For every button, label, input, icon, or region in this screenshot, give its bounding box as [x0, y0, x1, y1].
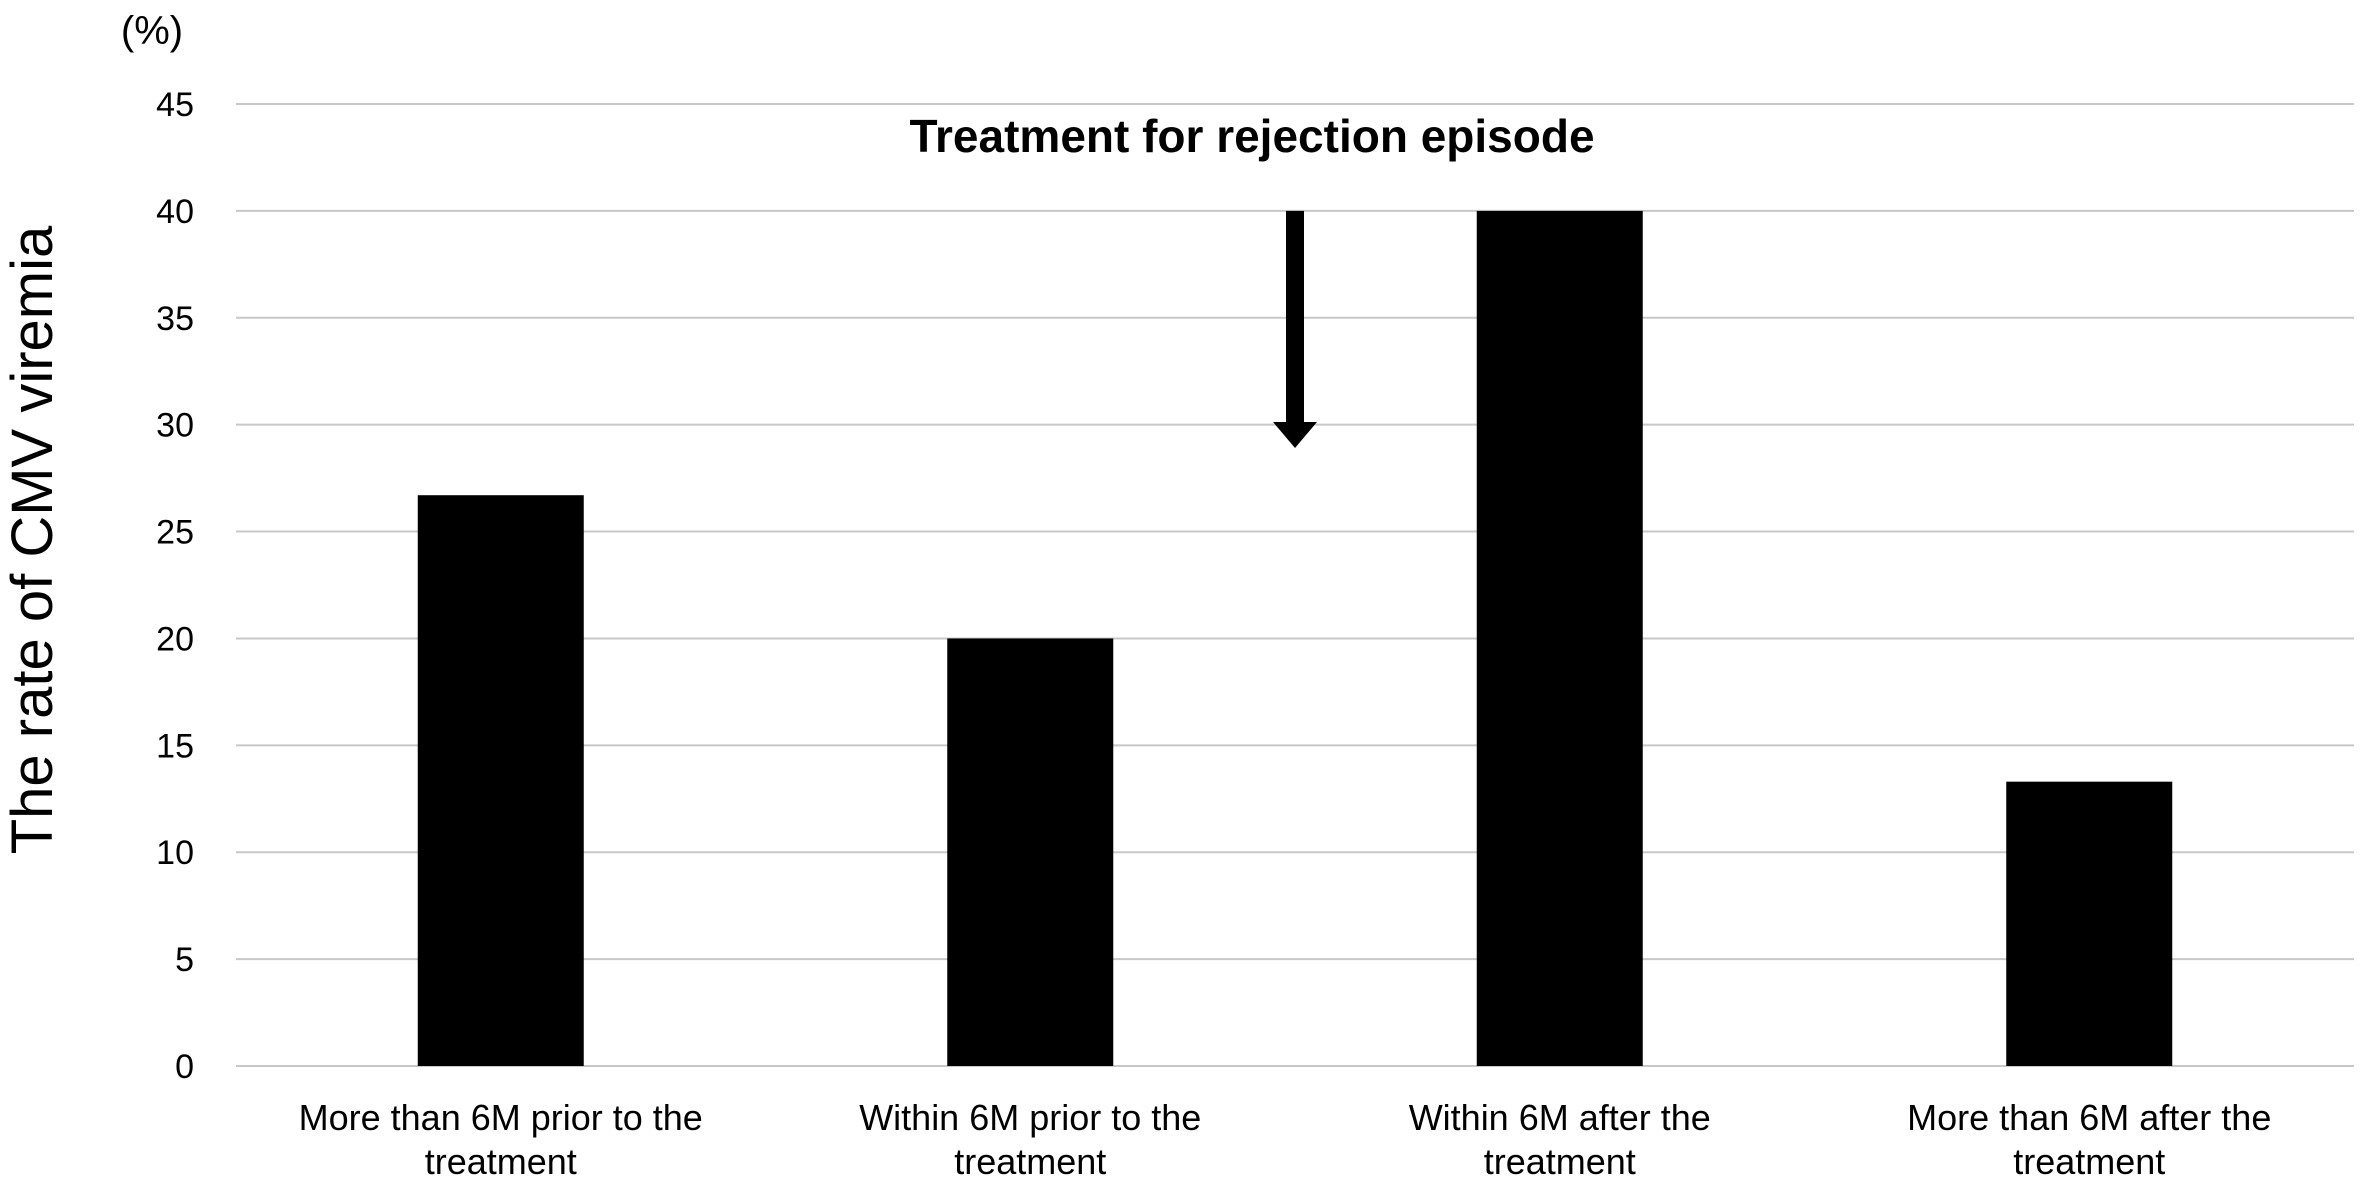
y-tick-label-3: 15	[156, 727, 194, 765]
y-tick-label-9: 45	[156, 86, 194, 124]
arrow-shaft	[1286, 210, 1304, 427]
arrow-head	[1273, 422, 1317, 449]
x-category-label-2-line-1: treatment	[1484, 1141, 1636, 1182]
annotation-arrow	[1273, 210, 1317, 449]
x-category-label-0-line-1: treatment	[425, 1141, 577, 1182]
x-category-label-3-line-1: treatment	[2013, 1141, 2165, 1182]
y-tick-label-8: 40	[156, 193, 194, 231]
bar-1	[947, 638, 1114, 1066]
x-category-label-3-line-0: More than 6M after the	[1907, 1097, 2271, 1138]
bar-3	[2006, 781, 2173, 1066]
y-tick-label-1: 5	[175, 941, 194, 979]
y-axis-label: The rate of CMV viremia	[0, 225, 65, 854]
x-category-label-1-line-0: Within 6M prior to the	[859, 1097, 1201, 1138]
bars	[417, 210, 2173, 1066]
y-tick-label-7: 35	[156, 300, 194, 338]
y-tick-label-4: 20	[156, 620, 194, 658]
y-tick-label-0: 0	[175, 1048, 194, 1086]
bar-0	[417, 495, 584, 1066]
x-category-label-2-line-0: Within 6M after the	[1409, 1097, 1711, 1138]
x-category-labels: More than 6M prior to thetreatmentWithin…	[299, 1097, 2272, 1182]
y-tick-label-2: 10	[156, 834, 194, 872]
y-tick-labels: 0 5 10 15 20 25 30 35 40 45	[156, 86, 194, 1086]
bar-2	[1476, 210, 1643, 1066]
y-tick-label-6: 30	[156, 407, 194, 445]
x-category-label-0-line-0: More than 6M prior to the	[299, 1097, 703, 1138]
annotation-text: Treatment for rejection episode	[909, 110, 1594, 162]
y-unit-label: (%)	[121, 9, 183, 53]
x-category-label-1-line-1: treatment	[954, 1141, 1106, 1182]
y-tick-label-5: 25	[156, 514, 194, 552]
